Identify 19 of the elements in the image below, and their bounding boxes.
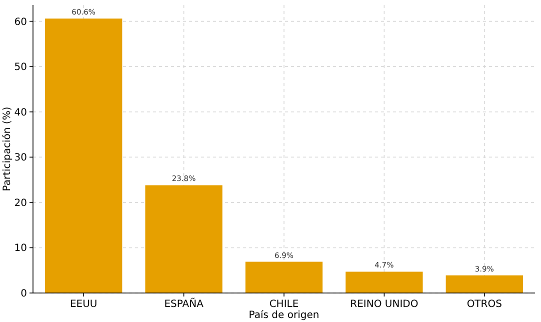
bar	[245, 262, 323, 293]
y-tick-label: 50	[14, 62, 27, 74]
bar	[145, 185, 222, 293]
bar	[45, 18, 122, 293]
y-tick-label: 20	[14, 198, 27, 209]
y-tick-label: 30	[14, 152, 27, 164]
bar	[346, 272, 423, 293]
bar	[446, 275, 523, 293]
y-axis-title: Participación (%)	[2, 106, 13, 192]
x-tick-label: CHILE	[269, 299, 299, 310]
y-tick-label: 0	[20, 288, 27, 300]
x-axis-title: País de origen	[248, 310, 320, 321]
y-tick-label: 10	[14, 243, 27, 254]
y-tick-label: 40	[14, 107, 27, 118]
x-tick-label: ESPAÑA	[164, 297, 204, 310]
x-tick-label: REINO UNIDO	[350, 299, 418, 310]
x-tick-label: OTROS	[466, 299, 502, 310]
y-tick-label: 60	[14, 16, 27, 28]
x-tick-label: EEUU	[70, 299, 98, 310]
